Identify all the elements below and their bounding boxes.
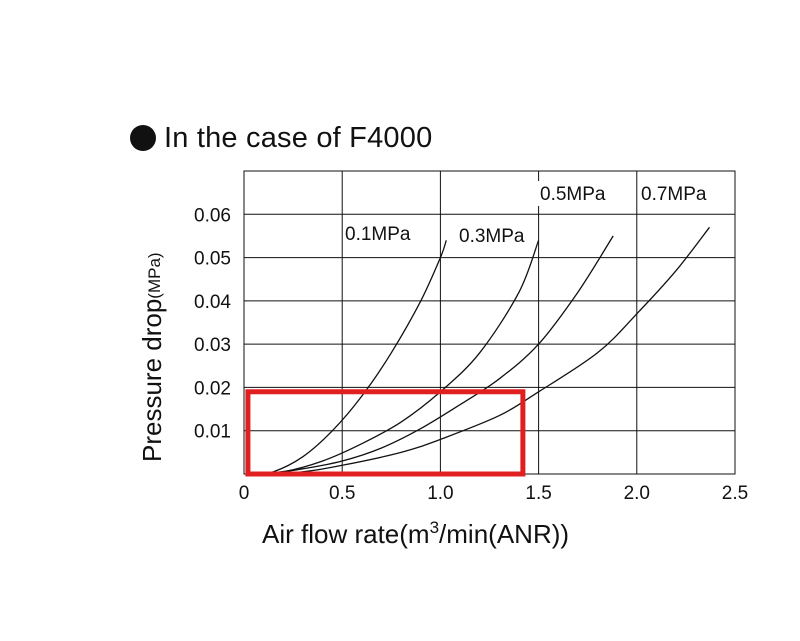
- bullet-icon: [130, 125, 156, 151]
- curve-label: 0.7MPa: [641, 184, 707, 205]
- x-tick-labels: 0 0.5 1.0 1.5 2.0 2.5: [239, 483, 749, 504]
- curve-0-7mpa: [263, 226, 711, 475]
- chart-title: In the case of F4000: [164, 121, 433, 154]
- curve-label: 0.1MPa: [345, 224, 411, 245]
- y-tick-label: 0.01: [194, 422, 231, 443]
- curve-labels: 0.1MPa 0.3MPa 0.5MPa 0.7MPa: [343, 181, 707, 248]
- curves: [245, 226, 711, 477]
- x-tick-label: 0: [239, 483, 250, 504]
- x-tick-label: 0.5: [329, 483, 355, 504]
- y-axis-label: Pressure drop(MPa): [137, 252, 167, 462]
- curve-label-background: [538, 181, 606, 206]
- curve-0-1mpa: [253, 240, 447, 475]
- curve-label-background: [343, 221, 411, 246]
- curve-label-background: [639, 181, 707, 206]
- x-axis-label: Air flow rate(m3/min(ANR)): [262, 518, 569, 549]
- x-tick-label: 2.0: [624, 483, 650, 504]
- curve-0-5mpa: [263, 235, 614, 475]
- grid-lines: [243, 170, 736, 475]
- highlight-box: [245, 389, 526, 477]
- x-tick-label: 1.0: [427, 483, 453, 504]
- curve-0-3mpa: [253, 240, 540, 475]
- x-tick-label: 1.5: [525, 483, 551, 504]
- curve-label: 0.3MPa: [459, 226, 525, 247]
- y-tick-label: 0.06: [194, 205, 231, 226]
- y-tick-label: 0.05: [194, 249, 231, 270]
- y-tick-label: 0.04: [194, 292, 231, 313]
- chart-title-row: In the case of F4000: [130, 116, 432, 160]
- y-tick-label: 0.02: [194, 378, 231, 399]
- plot-frame: [243, 170, 736, 475]
- curve-label: 0.5MPa: [540, 184, 606, 205]
- curve-label-background: [457, 223, 525, 248]
- y-tick-label: 0.03: [194, 335, 231, 356]
- x-tick-label: 2.5: [722, 483, 748, 504]
- y-tick-labels: 0.01 0.02 0.03 0.04 0.05 0.06: [194, 205, 231, 442]
